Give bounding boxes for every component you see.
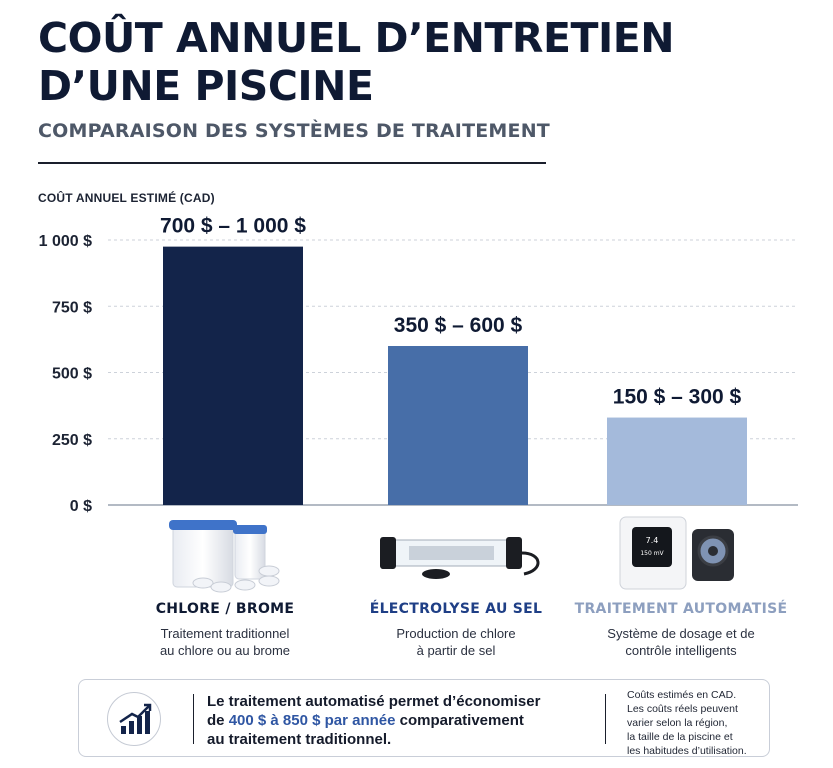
savings-callout: Le traitement automatisé permet d’économ…	[78, 679, 770, 757]
category-name: TRAITEMENT AUTOMATISÉ	[574, 601, 788, 617]
page-title: COÛT ANNUEL D’ENTRETIEN D’UNE PISCINE	[38, 14, 675, 110]
title-divider	[38, 162, 546, 164]
y-tick-label: 500 $	[52, 366, 92, 383]
data-label: 150 $ – 300 $	[613, 386, 742, 409]
category-chlore-brome: CHLORE / BROME Traitement traditionnel a…	[110, 601, 340, 659]
category-description: Production de chlore à partir de sel	[396, 626, 516, 658]
callout-divider	[193, 694, 194, 744]
y-tick-label: 750 $	[52, 299, 92, 316]
salt-cell-icon	[380, 537, 540, 579]
bar	[607, 417, 747, 505]
y-tick-label: 0 $	[70, 498, 92, 515]
bar	[388, 346, 528, 505]
category-electrolyse: ÉLECTROLYSE AU SEL Production de chlore …	[341, 601, 571, 659]
savings-text: Le traitement automatisé permet d’économ…	[207, 693, 541, 748]
svg-text:7.4: 7.4	[646, 536, 659, 545]
callout-divider-2	[605, 694, 606, 744]
y-tick-label: 250 $	[52, 432, 92, 449]
savings-highlight: 400 $ à 850 $ par année	[228, 712, 396, 729]
page-subtitle: COMPARAISON DES SYSTÈMES DE TRAITEMENT	[38, 120, 550, 142]
bar-chart: 0 $ 250 $ 500 $ 750 $ 1 000 $ 700 $ – 1 000 $…	[39, 215, 798, 515]
category-automatise: TRAITEMENT AUTOMATISÉ Système de dosage …	[566, 601, 796, 659]
category-description: Traitement traditionnel au chlore ou au …	[159, 626, 291, 658]
cost-disclaimer: Coûts estimés en CAD. Les coûts réels pe…	[627, 689, 747, 757]
category-name: ÉLECTROLYSE AU SEL	[369, 601, 543, 617]
y-axis-title: COÛT ANNUEL ESTIMÉ (CAD)	[38, 191, 215, 205]
data-label: 350 $ – 600 $	[394, 314, 523, 337]
y-tick-label: 1 000 $	[39, 233, 92, 250]
growth-chart-icon	[107, 692, 161, 746]
category-description: Système de dosage et de contrôle intelli…	[607, 626, 755, 658]
category-name: CHLORE / BROME	[155, 601, 295, 617]
svg-text:150 mV: 150 mV	[640, 550, 664, 557]
bar	[163, 246, 303, 505]
automation-controller-icon: 7.4 150 mV	[619, 516, 734, 590]
data-label: 700 $ – 1 000 $	[160, 215, 306, 238]
chlorine-bucket-icon	[169, 520, 280, 593]
